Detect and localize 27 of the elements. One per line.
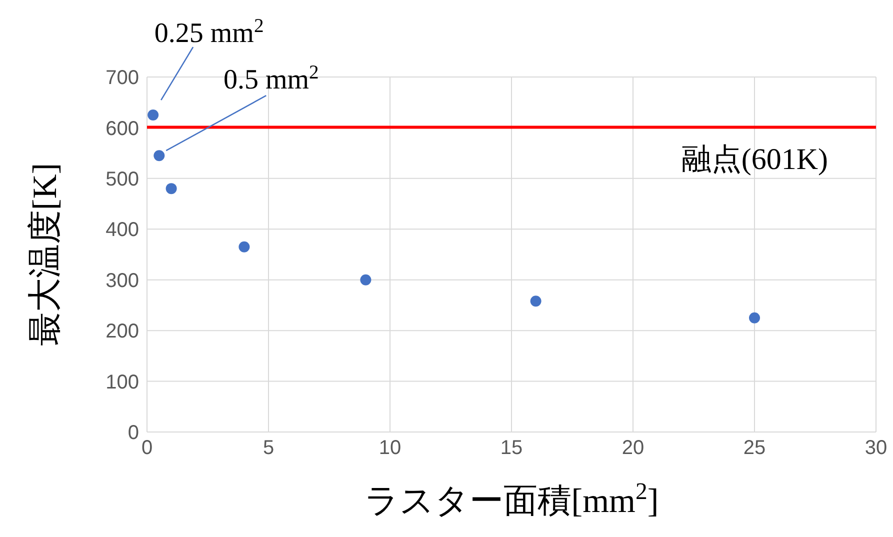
x-tick-label: 5: [262, 437, 274, 460]
x-axis-title: ラスター面積[mm$^{2}$]: [364, 479, 659, 520]
x-tick-label: 15: [500, 437, 523, 460]
point: [360, 274, 372, 286]
annotation: 0.25 mm$^{2}$: [154, 16, 264, 50]
x-tick-label: 20: [622, 437, 644, 460]
point: [148, 110, 159, 121]
ref-line-label: 融点(601K): [681, 143, 828, 176]
point: [238, 241, 250, 252]
y-tick-label: 600: [106, 118, 139, 140]
y-tick-label: 400: [106, 219, 139, 242]
point: [154, 150, 165, 162]
x-tick-label: 10: [378, 437, 402, 460]
y-tick-label: 300: [106, 270, 139, 292]
point: [166, 183, 177, 194]
y-tick-label: 500: [106, 168, 139, 191]
y-axis-title: 最大温度[K]: [26, 162, 64, 346]
point: [749, 312, 760, 324]
y-tick-label: 0: [128, 422, 139, 444]
annotation: 0.5 mm$^{2}$: [223, 62, 319, 96]
point: [530, 296, 542, 307]
y-tick-label: 200: [106, 320, 139, 343]
x-tick-label: 0: [141, 437, 153, 460]
x-tick-label: 30: [864, 437, 888, 460]
x-tick-label: 25: [743, 437, 766, 460]
y-tick-label: 700: [106, 67, 139, 90]
y-tick-label: 100: [106, 371, 139, 394]
